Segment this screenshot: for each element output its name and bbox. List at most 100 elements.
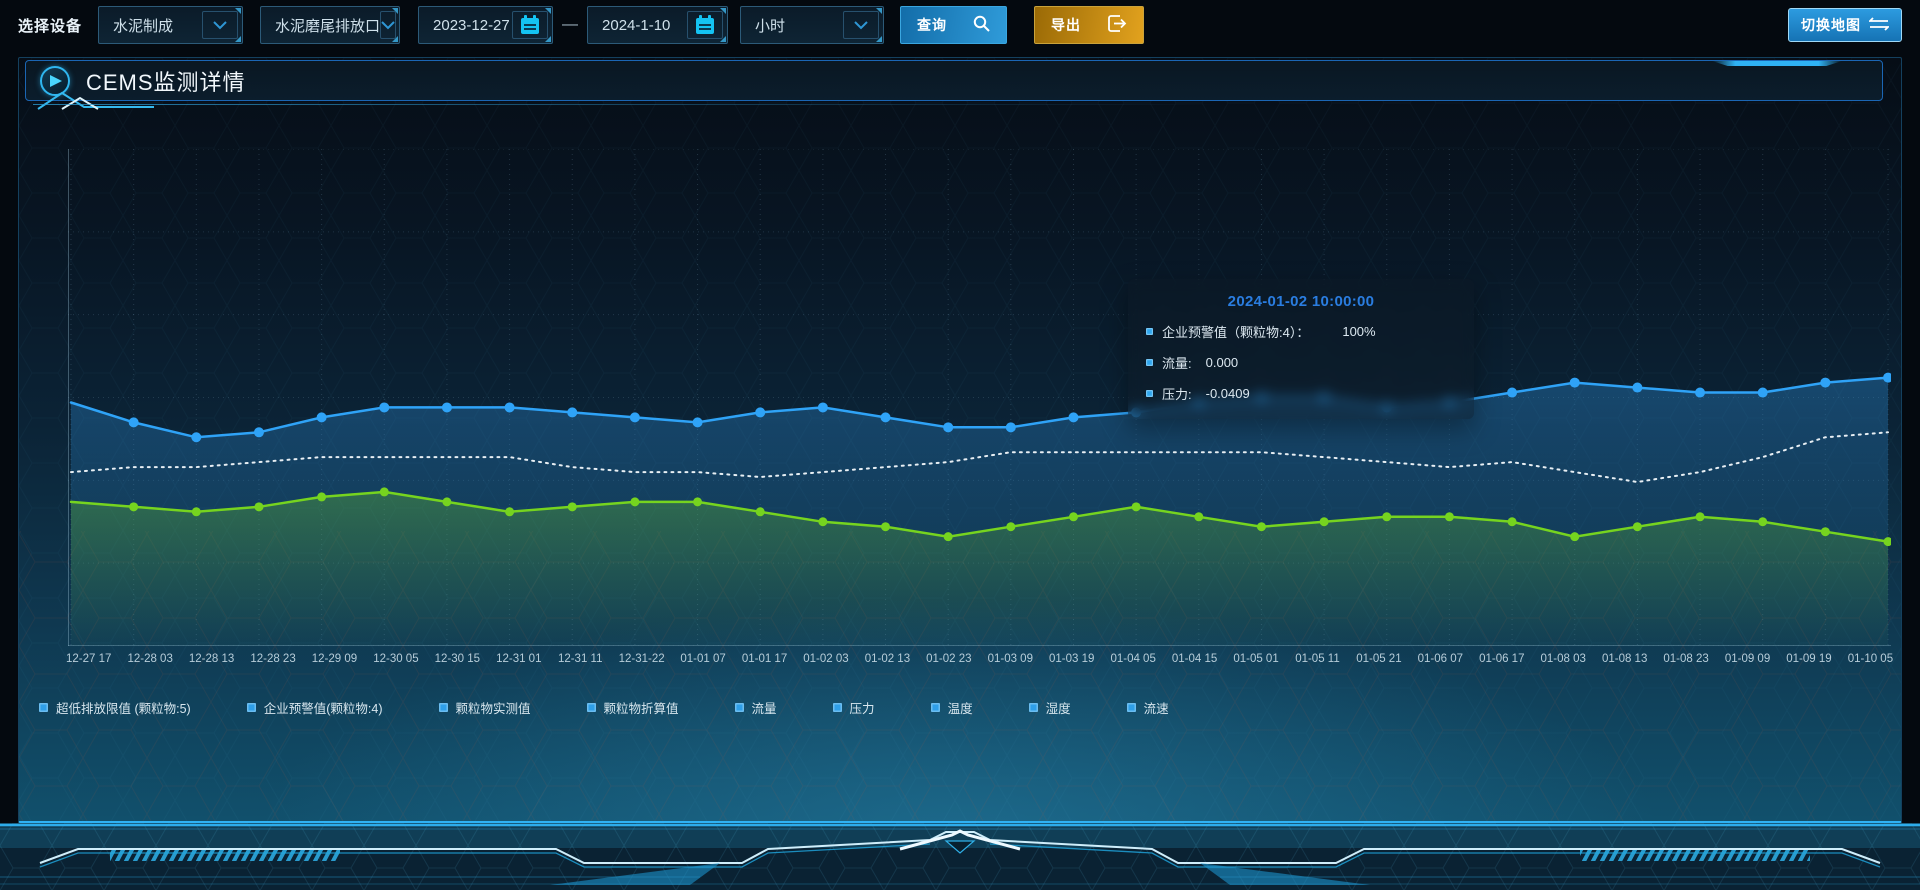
legend-item[interactable]: 企业预警值(颗粒物:4) bbox=[246, 698, 383, 717]
legend-label: 颗粒物实测值 bbox=[455, 702, 531, 716]
x-axis-label: 01-05 01 bbox=[1233, 653, 1279, 665]
cems-detail-panel: CEMS监测详情 12-27 17 12-28 03 12-28 13 12-28 2… bbox=[18, 57, 1902, 823]
outlet-value: 水泥磨尾排放口 bbox=[275, 17, 381, 35]
outlet-select[interactable]: 水泥磨尾排放口 bbox=[260, 6, 401, 44]
footer-decoration bbox=[0, 823, 1920, 890]
legend-marker-icon bbox=[1028, 703, 1038, 712]
query-button[interactable]: 查询 bbox=[900, 6, 1008, 44]
tooltip-row-value: -0.0409 bbox=[1205, 386, 1250, 401]
tooltip-row: 压力: -0.0409 bbox=[1146, 384, 1456, 403]
legend-label: 超低排放限值 (颗粒物:5) bbox=[56, 702, 191, 716]
x-axis-label: 01-06 17 bbox=[1479, 653, 1525, 665]
legend-label: 颗粒物折算值 bbox=[603, 702, 679, 716]
device-type-value: 水泥制成 bbox=[113, 17, 174, 35]
series-marker-icon bbox=[1146, 359, 1153, 366]
legend-item[interactable]: 颗粒物折算值 bbox=[586, 698, 679, 717]
page-title: CEMS监测详情 bbox=[86, 69, 246, 95]
x-axis-label: 01-05 11 bbox=[1295, 653, 1340, 665]
chevron-down-icon bbox=[843, 11, 880, 39]
legend-marker-icon bbox=[930, 703, 940, 712]
x-axis-label: 12-29 09 bbox=[311, 653, 358, 665]
legend-label: 压力 bbox=[849, 702, 875, 716]
legend-marker-icon bbox=[832, 703, 842, 712]
export-button[interactable]: 导出 bbox=[1034, 6, 1145, 44]
chart-tooltip: 2024-01-02 10:00:00 企业预警值（颗粒物:4）： 100% 流… bbox=[1128, 279, 1474, 419]
legend-item[interactable]: 温度 bbox=[930, 698, 973, 717]
x-axis-label: 12-31 11 bbox=[557, 653, 603, 665]
titlebar-underline bbox=[33, 104, 1223, 105]
x-axis-label: 01-09 09 bbox=[1724, 653, 1771, 665]
x-axis-label: 01-03 19 bbox=[1049, 653, 1095, 665]
tooltip-row-label: 压力: bbox=[1162, 387, 1192, 402]
end-date-picker[interactable]: 2024-1-10 bbox=[587, 6, 729, 44]
chart-plot-area[interactable] bbox=[68, 148, 1893, 647]
x-axis-label: 01-08 23 bbox=[1663, 653, 1709, 665]
x-axis-label: 12-31 01 bbox=[496, 653, 542, 665]
legend-label: 企业预警值(颗粒物:4) bbox=[263, 702, 383, 716]
x-axis-label: 01-01 07 bbox=[680, 653, 726, 665]
x-axis-label: 12-28 03 bbox=[127, 653, 173, 665]
top-toolbar: 选择设备 水泥制成 水泥磨尾排放口 2023-12-27 — 2024-1-10… bbox=[18, 6, 1902, 44]
x-axis-label: 01-08 13 bbox=[1601, 653, 1648, 665]
device-select-label: 选择设备 bbox=[18, 17, 83, 35]
interval-value: 小时 bbox=[755, 17, 786, 35]
x-axis-label: 01-04 05 bbox=[1110, 653, 1156, 665]
x-axis-label: 12-30 15 bbox=[434, 653, 481, 665]
x-axis-labels: 12-27 17 12-28 03 12-28 13 12-28 23 12-29 09… bbox=[58, 653, 1901, 665]
series-marker-icon bbox=[1146, 390, 1153, 397]
query-button-label: 查询 bbox=[917, 17, 948, 33]
legend-label: 流速 bbox=[1143, 702, 1169, 716]
legend-marker-icon bbox=[39, 703, 48, 712]
x-axis-label: 01-05 21 bbox=[1356, 653, 1402, 665]
interval-select[interactable]: 小时 bbox=[740, 6, 885, 44]
legend-label: 湿度 bbox=[1045, 702, 1071, 716]
legend-item[interactable]: 压力 bbox=[832, 698, 875, 717]
x-axis-label: 12-31-22 bbox=[618, 653, 665, 665]
titlebar-corner-decoration bbox=[37, 91, 154, 110]
start-date-value: 2023-12-27 bbox=[433, 16, 510, 34]
tooltip-row-value: 100% bbox=[1342, 324, 1376, 339]
legend-marker-icon bbox=[1126, 703, 1136, 712]
start-date-picker[interactable]: 2023-12-27 bbox=[418, 6, 554, 44]
play-icon[interactable] bbox=[40, 65, 70, 96]
tooltip-row-label: 企业预警值（颗粒物:4）： bbox=[1162, 325, 1310, 340]
x-axis-label: 01-04 15 bbox=[1171, 653, 1218, 665]
x-axis-label: 01-10 05 bbox=[1847, 653, 1894, 665]
x-axis-label: 12-27 17 bbox=[66, 653, 112, 665]
x-axis-label: 01-02 23 bbox=[926, 653, 972, 665]
x-axis-label: 01-02 13 bbox=[864, 653, 911, 665]
x-axis-label: 12-28 13 bbox=[188, 653, 235, 665]
device-type-select[interactable]: 水泥制成 bbox=[98, 6, 244, 44]
chevron-down-icon bbox=[380, 11, 397, 39]
legend-item[interactable]: 颗粒物实测值 bbox=[438, 698, 531, 717]
chart-legend: 超低排放限值 (颗粒物:5) 企业预警值(颗粒物:4) 颗粒物实测值 颗粒物折算值 流量… bbox=[39, 698, 1169, 717]
tooltip-row: 企业预警值（颗粒物:4）： 100% bbox=[1146, 322, 1456, 341]
series-marker-icon bbox=[1146, 328, 1153, 335]
legend-item[interactable]: 流量 bbox=[734, 698, 777, 717]
calendar-icon bbox=[512, 11, 549, 39]
legend-item[interactable]: 湿度 bbox=[1028, 698, 1071, 717]
tooltip-timestamp: 2024-01-02 10:00:00 bbox=[1227, 293, 1375, 310]
legend-item[interactable]: 超低排放限值 (颗粒物:5) bbox=[39, 698, 191, 717]
x-axis-label: 01-01 17 bbox=[741, 653, 788, 665]
x-axis-label: 12-28 23 bbox=[250, 653, 296, 665]
x-axis-label: 01-02 03 bbox=[803, 653, 849, 665]
x-axis-label: 01-08 03 bbox=[1540, 653, 1586, 665]
legend-marker-icon bbox=[438, 703, 448, 712]
export-button-label: 导出 bbox=[1051, 17, 1082, 33]
x-axis-label: 01-09 19 bbox=[1786, 653, 1832, 665]
search-icon bbox=[973, 15, 990, 35]
tooltip-row-value: 0.000 bbox=[1205, 355, 1239, 370]
legend-marker-icon bbox=[246, 703, 256, 712]
panel-title-bar: CEMS监测详情 bbox=[25, 60, 1883, 110]
tooltip-row: 流量: 0.000 bbox=[1146, 353, 1456, 372]
titlebar-accent bbox=[1712, 61, 1842, 66]
legend-item[interactable]: 流速 bbox=[1126, 698, 1169, 717]
x-axis-label: 01-06 07 bbox=[1417, 653, 1464, 665]
switch-map-label: 切换地图 bbox=[1801, 17, 1861, 33]
switch-map-button[interactable]: 切换地图 bbox=[1788, 8, 1902, 42]
legend-marker-icon bbox=[586, 703, 596, 712]
swap-arrows-icon bbox=[1867, 16, 1891, 34]
legend-marker-icon bbox=[734, 703, 744, 712]
tooltip-row-label: 流量: bbox=[1162, 356, 1192, 371]
